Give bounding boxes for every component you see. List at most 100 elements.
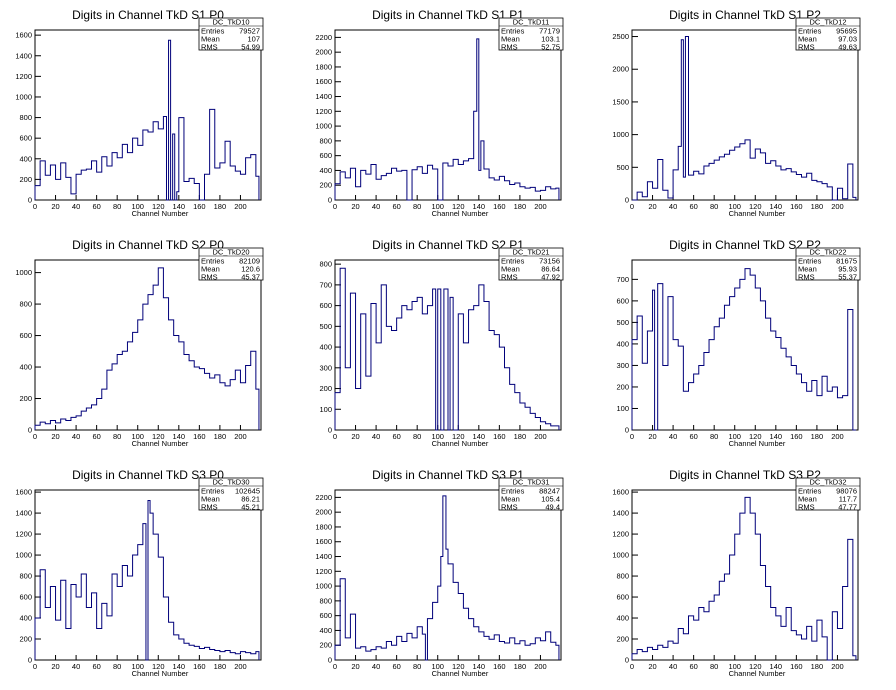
y-tick-label: 0 — [28, 426, 32, 435]
stats-label: RMS — [201, 503, 218, 512]
y-tick-label: 500 — [616, 163, 629, 172]
x-tick-label: 80 — [113, 662, 121, 671]
y-tick-label: 600 — [19, 331, 32, 340]
chart-title: Digits in Channel TkD S3 P2 — [669, 468, 821, 482]
x-tick-label: 60 — [689, 432, 697, 441]
histogram-series — [34, 499, 260, 661]
x-tick-label: 80 — [413, 432, 421, 441]
chart-title: Digits in Channel TkD S1 P0 — [72, 8, 224, 22]
x-tick-label: 0 — [33, 202, 37, 211]
x-axis-label: Channel Number — [132, 209, 189, 218]
histogram-panel: Digits in Channel TkD S3 P20200400600800… — [612, 468, 861, 678]
stats-label: Mean — [798, 495, 817, 504]
y-tick-label: 600 — [319, 151, 332, 160]
stats-rms-value: 47.77 — [838, 503, 857, 512]
y-tick-label: 800 — [319, 136, 332, 145]
y-tick-label: 1000 — [15, 92, 32, 101]
y-tick-label: 0 — [328, 656, 332, 665]
chart-title: Digits in Channel TkD S1 P1 — [372, 8, 524, 22]
histogram-panel: Digits in Channel TkD S1 P10200400600800… — [315, 8, 564, 218]
x-tick-label: 160 — [493, 202, 506, 211]
x-tick-label: 20 — [648, 202, 656, 211]
y-tick-label: 2000 — [315, 508, 332, 517]
x-axis-label: Channel Number — [132, 439, 189, 448]
y-tick-label: 1000 — [15, 551, 32, 560]
x-tick-label: 20 — [648, 662, 656, 671]
x-tick-label: 180 — [214, 202, 227, 211]
x-axis-label: Channel Number — [432, 669, 489, 678]
chart-title: Digits in Channel TkD S3 P1 — [372, 468, 524, 482]
x-tick-label: 60 — [689, 662, 697, 671]
stats-entries-value: 88247 — [539, 487, 560, 496]
stats-label: Entries — [501, 487, 525, 496]
y-tick-label: 600 — [19, 134, 32, 143]
y-tick-label: 1600 — [315, 77, 332, 86]
x-tick-label: 200 — [534, 432, 547, 441]
y-tick-label: 200 — [19, 635, 32, 644]
x-tick-label: 20 — [51, 662, 59, 671]
x-tick-label: 100 — [431, 202, 444, 211]
y-tick-label: 200 — [616, 635, 629, 644]
stats-box — [198, 17, 264, 51]
chart-title: Digits in Channel TkD S1 P2 — [669, 8, 821, 22]
x-tick-label: 80 — [413, 662, 421, 671]
y-tick-label: 1800 — [315, 522, 332, 531]
y-tick-label: 1000 — [612, 551, 629, 560]
x-tick-label: 60 — [92, 432, 100, 441]
x-tick-label: 40 — [72, 662, 80, 671]
stats-entries-value: 73156 — [539, 257, 560, 266]
stats-label: Mean — [501, 495, 520, 504]
plot-frame — [334, 489, 562, 661]
y-tick-label: 1200 — [612, 530, 629, 539]
plot-frame — [34, 259, 262, 431]
x-tick-label: 20 — [648, 432, 656, 441]
y-tick-label: 800 — [616, 572, 629, 581]
x-tick-label: 20 — [351, 662, 359, 671]
y-tick-label: 200 — [319, 641, 332, 650]
x-tick-label: 80 — [113, 202, 121, 211]
x-tick-label: 120 — [749, 432, 762, 441]
y-tick-label: 600 — [319, 611, 332, 620]
x-tick-label: 180 — [811, 662, 824, 671]
x-tick-label: 40 — [72, 202, 80, 211]
stats-box — [498, 247, 564, 281]
y-tick-label: 1200 — [15, 72, 32, 81]
x-tick-label: 20 — [51, 202, 59, 211]
x-tick-label: 60 — [92, 662, 100, 671]
x-tick-label: 0 — [630, 662, 634, 671]
y-tick-label: 2200 — [315, 493, 332, 502]
y-tick-label: 1800 — [315, 62, 332, 71]
x-tick-label: 100 — [728, 432, 741, 441]
plot-frame — [34, 29, 262, 201]
y-tick-label: 400 — [319, 343, 332, 352]
y-tick-label: 400 — [319, 166, 332, 175]
x-axis-label: Channel Number — [729, 439, 786, 448]
y-tick-label: 400 — [19, 154, 32, 163]
stats-label: Mean — [201, 495, 220, 504]
chart-title: Digits in Channel TkD S2 P0 — [72, 238, 224, 252]
x-tick-label: 0 — [33, 662, 37, 671]
chart-title: Digits in Channel TkD S3 P0 — [72, 468, 224, 482]
y-tick-label: 700 — [319, 280, 332, 289]
x-axis-label: Channel Number — [132, 669, 189, 678]
chart-title: Digits in Channel TkD S2 P1 — [372, 238, 524, 252]
stats-label: Entries — [501, 257, 525, 266]
x-tick-label: 100 — [431, 432, 444, 441]
x-tick-label: 0 — [333, 662, 337, 671]
x-tick-label: 0 — [333, 202, 337, 211]
y-tick-label: 1500 — [612, 97, 629, 106]
y-tick-label: 400 — [19, 363, 32, 372]
x-tick-label: 140 — [473, 202, 486, 211]
histogram-series — [34, 267, 260, 430]
x-tick-label: 120 — [152, 202, 165, 211]
y-tick-label: 1600 — [15, 488, 32, 497]
y-tick-label: 1000 — [315, 122, 332, 131]
x-axis-label: Channel Number — [432, 439, 489, 448]
stats-entries-value: 82109 — [239, 257, 260, 266]
y-tick-label: 300 — [616, 361, 629, 370]
x-tick-label: 140 — [173, 662, 186, 671]
x-tick-label: 100 — [431, 662, 444, 671]
plot-frame — [631, 259, 859, 431]
y-tick-label: 1600 — [315, 537, 332, 546]
